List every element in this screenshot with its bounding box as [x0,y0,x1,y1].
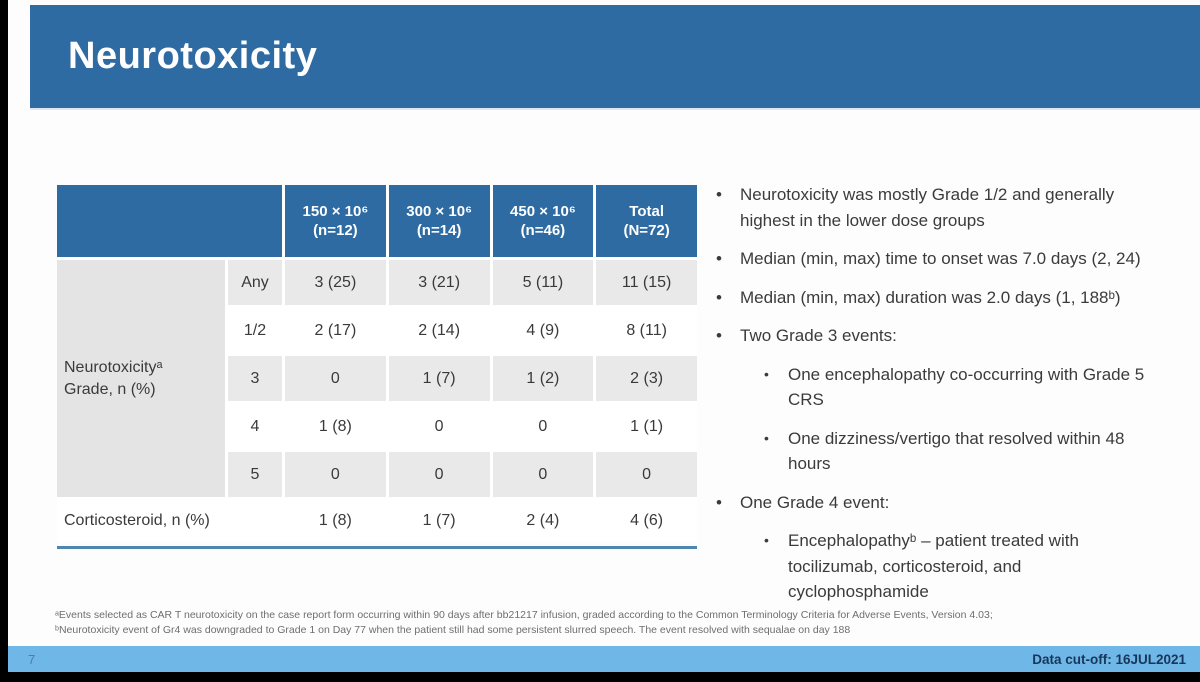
value-cell: 1 (2) [492,356,594,401]
table-group-label: Neurotoxicityᵃ Grade, n (%) [57,260,225,497]
value-cell: 8 (11) [596,308,697,353]
value-cell: 2 (14) [388,308,490,353]
value-cell: 0 [492,404,594,449]
table-header-dose-150: 150 × 10⁶ (n=12) [285,185,386,257]
footnotes: ᵃEvents selected as CAR T neurotoxicity … [55,608,1165,638]
value-cell: 0 [285,356,386,401]
neurotoxicity-table: 150 × 10⁶ (n=12) 300 × 10⁶ (n=14) 450 × … [57,185,697,549]
grade-cell-3: 3 [228,356,282,401]
slide: Neurotoxicity 150 × 10⁶ (n=12) 300 × 10⁶… [8,0,1200,672]
sub-bullet-item: Encephalopathyᵇ – patient treated with t… [762,528,1164,605]
value-cell: 2 (4) [492,500,594,542]
header-line1: 300 × 10⁶ [406,202,472,220]
title-banner: Neurotoxicity [30,5,1200,110]
sub-bullet-item: One dizziness/vertigo that resolved with… [762,426,1164,477]
value-cell: 1 (7) [388,356,490,401]
group-label-line2: Grade, n (%) [64,380,156,398]
value-cell: 0 [388,452,490,497]
page-number: 7 [28,651,36,667]
bullet-item: One Grade 4 event: [712,490,1164,516]
bullet-item: Median (min, max) time to onset was 7.0 … [712,246,1164,272]
footnote-a: ᵃEvents selected as CAR T neurotoxicity … [55,609,993,621]
bullet-item: Neurotoxicity was mostly Grade 1/2 and g… [712,182,1164,233]
value-cell: 1 (1) [596,404,697,449]
value-cell: 1 (8) [285,500,386,542]
value-cell: 2 (3) [596,356,697,401]
footnote-b: ᵇNeurotoxicity event of Gr4 was downgrad… [55,624,851,637]
bullet-item: Median (min, max) duration was 2.0 days … [712,285,1164,311]
group-label-text: Neurotoxicityᵃ Grade, n (%) [64,357,162,400]
header-line1: 450 × 10⁶ [510,202,576,220]
header-line2: (n=12) [313,222,358,239]
value-cell: 11 (15) [596,260,697,305]
value-cell: 2 (17) [285,308,386,353]
bullet-list: Neurotoxicity was mostly Grade 1/2 and g… [712,182,1164,618]
grade-cell-any: Any [228,260,282,305]
value-cell: 4 (9) [492,308,594,353]
grade-cell-4: 4 [228,404,282,449]
group-label-line1: Neurotoxicityᵃ [64,358,163,376]
value-cell: 4 (6) [596,500,697,542]
grade-cell-5: 5 [228,452,282,497]
value-cell: 3 (25) [285,260,386,305]
value-cell: 5 (11) [492,260,594,305]
corticosteroid-row-label: Corticosteroid, n (%) [57,500,282,542]
table-header-total: Total (N=72) [596,185,697,257]
header-line1: 150 × 10⁶ [302,202,369,220]
value-cell: 0 [285,452,386,497]
header-line2: (n=14) [416,222,462,239]
table-header-dose-450: 450 × 10⁶ (n=46) [492,185,594,257]
footer-bar: 7 Data cut-off: 16JUL2021 [8,646,1200,672]
value-cell: 1 (8) [285,404,386,449]
header-line1: Total [629,202,664,220]
header-line2: (N=72) [623,222,670,239]
data-cutoff-label: Data cut-off: 16JUL2021 [1032,651,1186,667]
value-cell: 1 (7) [388,500,490,542]
value-cell: 0 [596,452,697,497]
value-cell: 0 [492,452,594,497]
page-title: Neurotoxicity [68,35,318,77]
table-header-dose-300: 300 × 10⁶ (n=14) [388,185,490,257]
header-line2: (n=46) [520,222,566,239]
sub-bullet-item: One encephalopathy co-occurring with Gra… [762,362,1164,413]
value-cell: 3 (21) [388,260,490,305]
table-grid: 150 × 10⁶ (n=12) 300 × 10⁶ (n=14) 450 × … [57,185,697,542]
bullet-item: Two Grade 3 events: [712,323,1164,349]
value-cell: 0 [388,404,490,449]
table-header-blank [57,185,282,257]
grade-cell-1-2: 1/2 [228,308,282,353]
